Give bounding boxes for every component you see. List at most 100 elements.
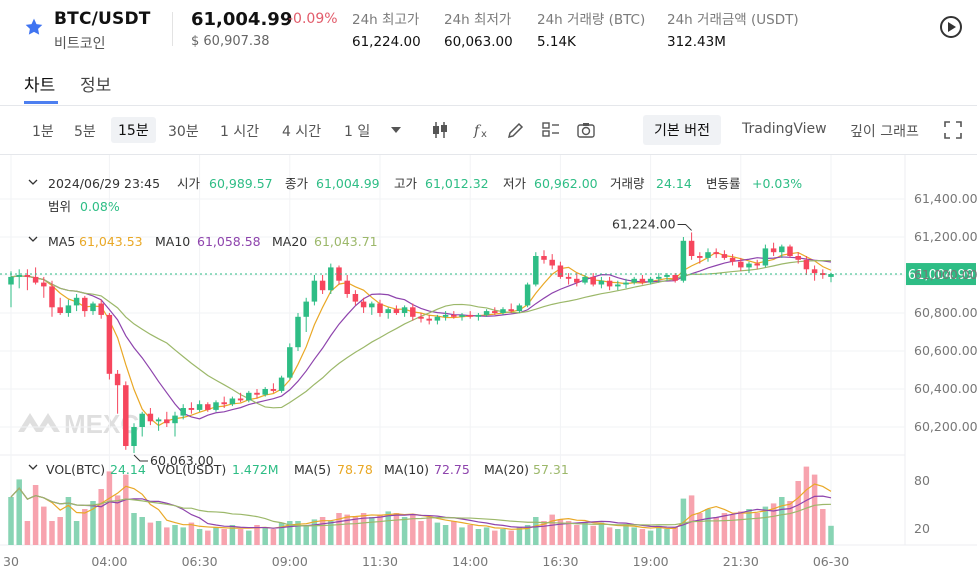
volume-bar [73, 521, 80, 545]
volume-bar [565, 521, 572, 545]
candle [483, 309, 490, 317]
x-tick-label: 06:30 [182, 554, 218, 569]
volume-bar [746, 509, 752, 545]
volume-bar [762, 506, 769, 545]
candle [582, 275, 588, 285]
y-tick-label: 61,200.00 [914, 229, 977, 244]
x-tick-label: 16:30 [542, 554, 578, 569]
volume-bar [360, 513, 367, 545]
legend-range: 0.08% [80, 199, 120, 214]
volume-bar [393, 513, 400, 545]
volume-bar [500, 529, 506, 545]
play-circle-icon[interactable] [940, 16, 962, 38]
interval-1h[interactable]: 1 시간 [220, 124, 260, 140]
ma10-value: 61,058.58 [197, 234, 261, 249]
stat-turnover-label: 24h 거래금액 (USDT) [667, 12, 799, 28]
volume-bar [426, 517, 432, 545]
tradingview-button[interactable]: TradingView [742, 121, 827, 137]
stat-turnover-value: 312.43M [667, 34, 726, 50]
ma-collapse-icon[interactable] [28, 236, 38, 242]
volume-bar [164, 527, 170, 545]
legend-change-label: 변동률 [706, 176, 741, 191]
interval-5m[interactable]: 5분 [74, 124, 96, 140]
ma20-label: MA20 [272, 234, 307, 249]
volume-bar [475, 529, 482, 545]
x-tick-label: 04:00 [91, 554, 127, 569]
volume-bar [278, 522, 285, 545]
volume-bar [262, 527, 268, 545]
vma10-label: MA(10) [384, 462, 429, 477]
candle [41, 276, 47, 298]
volume-bar [770, 503, 777, 545]
candle [360, 297, 367, 313]
stat-low-label: 24h 최저가 [444, 12, 512, 28]
camera-icon[interactable] [576, 120, 596, 140]
interval-1d[interactable]: 1 일 [344, 124, 371, 140]
tab-info[interactable]: 정보 [80, 76, 112, 96]
candle [82, 295, 88, 317]
chevron-down-icon[interactable] [390, 126, 402, 134]
volume-bar [598, 522, 605, 545]
legend-range-label: 범위 [48, 199, 71, 214]
candle [270, 383, 277, 393]
interval-4h[interactable]: 4 시간 [282, 124, 322, 140]
vol-collapse-icon[interactable] [28, 464, 38, 470]
candle [492, 307, 498, 315]
candle [319, 275, 326, 294]
favorite-star-icon[interactable] [24, 17, 44, 37]
basic-version-button[interactable]: 기본 버전 [643, 115, 721, 145]
candle [295, 313, 301, 351]
layout-icon[interactable] [541, 120, 561, 140]
view-tabs: 차트 정보 [0, 60, 977, 105]
candle [639, 275, 646, 285]
fx-icon[interactable]: f x [472, 120, 492, 140]
vol-btc-value: 24.14 [110, 462, 146, 477]
candle [680, 237, 687, 283]
volume-bar [385, 511, 391, 545]
interval-1m[interactable]: 1분 [32, 124, 54, 140]
depth-chart-button[interactable]: 깊이 그래프 [850, 124, 919, 140]
candle [205, 402, 211, 412]
legend-high: 61,012.32 [425, 176, 489, 191]
volume-bar [237, 529, 244, 545]
volume-bar [524, 525, 531, 545]
legend-collapse-icon[interactable] [28, 179, 38, 185]
ma10-label: MA10 [155, 234, 190, 249]
candlestick-chart[interactable]: MEXC 61,224.00 60,063.00 61,004.99 2024/06… [0, 155, 977, 578]
ma20-line [10, 260, 832, 409]
candle [139, 411, 145, 437]
pencil-icon[interactable] [506, 120, 526, 140]
x-tick-label: 09:00 [272, 554, 308, 569]
volume-bar [795, 481, 801, 545]
candle [303, 297, 309, 332]
candle [164, 411, 170, 427]
candle [803, 256, 810, 275]
x-tick-label: 06-30 [813, 554, 849, 569]
interval-15m[interactable]: 15분 [111, 117, 156, 143]
volume-bar [803, 466, 810, 545]
candle [729, 254, 736, 266]
ma20-value: 61,043.71 [314, 234, 378, 249]
x-tick-label: 21:30 [723, 554, 759, 569]
candle [705, 248, 711, 262]
legend-volume: 24.14 [656, 176, 692, 191]
candle [459, 313, 465, 321]
candle [738, 257, 744, 272]
volume-bar [57, 517, 63, 545]
candle [328, 263, 334, 294]
volume-bar [114, 495, 121, 545]
candle-type-icon[interactable] [430, 120, 450, 140]
interval-30m[interactable]: 30분 [168, 124, 199, 140]
pair-symbol[interactable]: BTC/USDT [54, 9, 151, 29]
candle [385, 307, 391, 319]
low-marker-label: 60,063.00 [150, 453, 214, 468]
volume-bar [254, 525, 260, 545]
pair-name: 비트코인 [54, 36, 106, 52]
fullscreen-icon[interactable] [944, 121, 962, 139]
candle [287, 343, 293, 380]
vol-btc-label: VOL(BTC) [46, 462, 105, 477]
candle [344, 275, 350, 298]
vma5-value: 78.78 [337, 462, 373, 477]
candle [565, 273, 572, 285]
tab-chart[interactable]: 차트 [24, 76, 56, 96]
